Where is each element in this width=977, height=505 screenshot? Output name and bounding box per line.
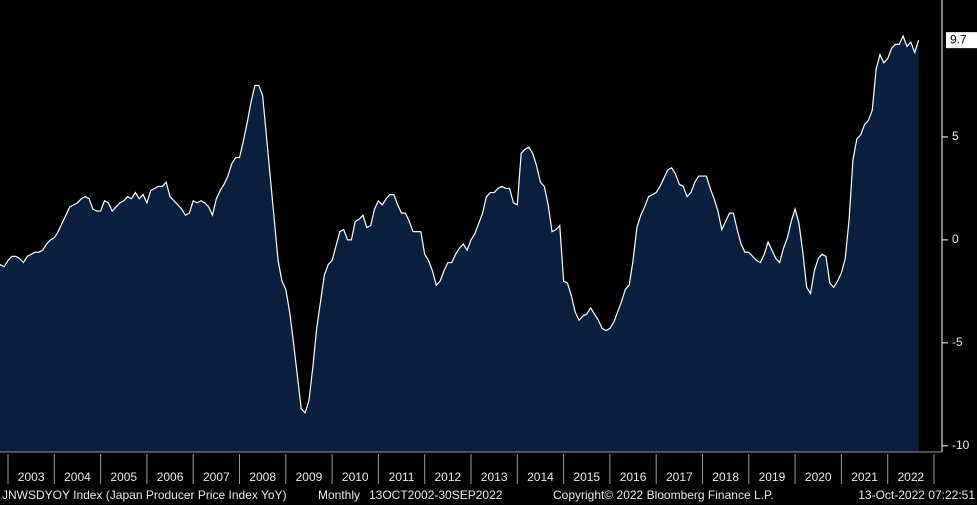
footer-timestamp: 13-Oct-2022 07:22:51	[858, 488, 975, 502]
x-tick-label: 2006	[157, 470, 184, 484]
footer-series: JNWSDYOY Index (Japan Producer Price Ind…	[2, 488, 287, 502]
x-tick-label: 2018	[712, 470, 739, 484]
footer-copyright: Copyright© 2022 Bloomberg Finance L.P.	[553, 488, 774, 502]
x-tick-label: 2020	[805, 470, 832, 484]
x-tick-label: 2003	[18, 470, 45, 484]
area-fill	[0, 36, 919, 452]
x-tick-label: 2013	[481, 470, 508, 484]
x-tick-label: 2004	[64, 470, 91, 484]
x-tick-label: 2005	[110, 470, 137, 484]
x-tick-label: 2016	[620, 470, 647, 484]
last-value-label: 9.7	[950, 32, 967, 46]
last-value-box	[946, 32, 977, 49]
y-tick-label: -5	[952, 335, 963, 349]
x-tick-label: 2008	[249, 470, 276, 484]
x-tick-label: 2012	[434, 470, 461, 484]
x-tick-label: 2021	[851, 470, 878, 484]
y-tick-label: -10	[952, 438, 970, 452]
y-tick-label: 5	[952, 129, 959, 143]
x-tick-label: 2017	[666, 470, 693, 484]
x-tick-label: 2019	[759, 470, 786, 484]
x-tick-label: 2011	[389, 470, 415, 484]
x-tick-label: 2007	[203, 470, 230, 484]
x-tick-label: 2014	[527, 470, 554, 484]
x-tick-label: 2015	[573, 470, 600, 484]
x-tick-label: 2010	[342, 470, 369, 484]
footer-frequency: Monthly	[318, 488, 360, 502]
footer-range: 13OCT2002-30SEP2022	[369, 488, 503, 502]
x-tick-label: 2009	[296, 470, 323, 484]
y-tick-label: 0	[952, 232, 959, 246]
x-tick-label: 2022	[897, 470, 924, 484]
area-line	[0, 34, 920, 415]
